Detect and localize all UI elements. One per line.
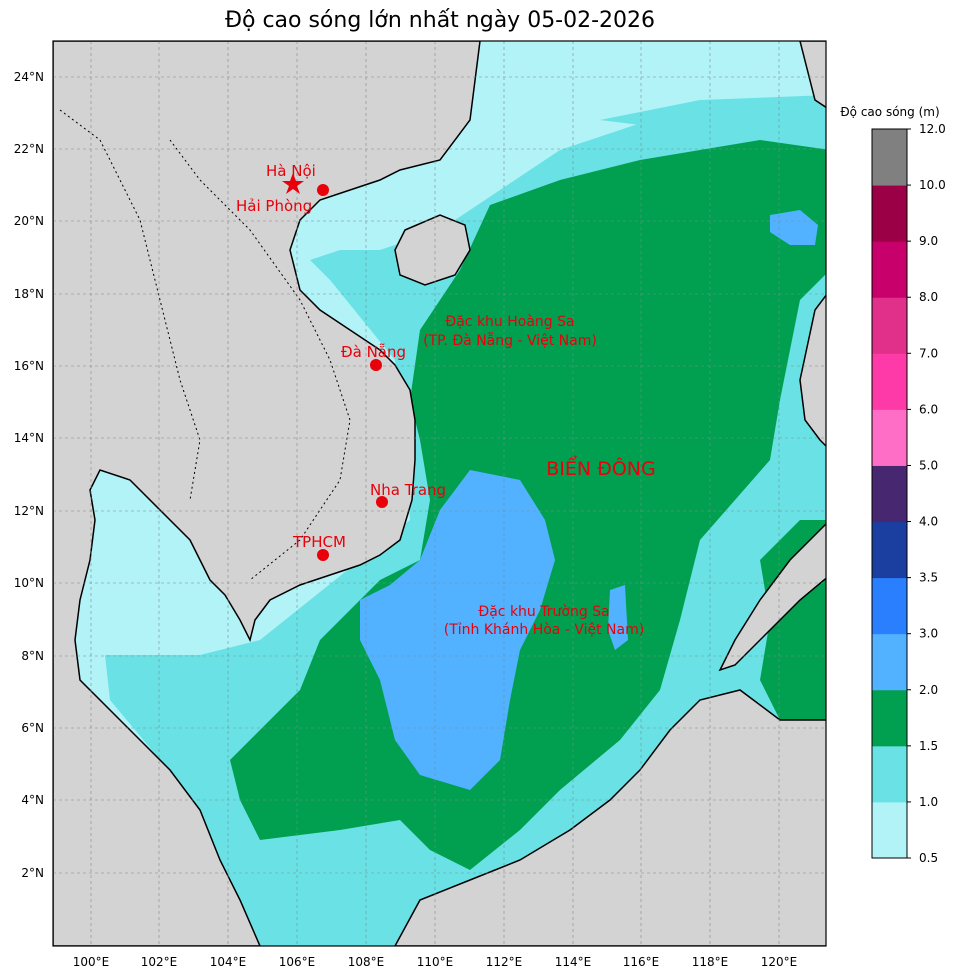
hoang-sa-label: Đặc khu Hoàng Sa	[445, 314, 574, 330]
colorbar-tick-label: 3.0	[919, 627, 938, 641]
colorbar-tick-label: 6.0	[919, 402, 938, 416]
land-masses	[53, 41, 826, 946]
colorbar-tick-label: 3.5	[919, 571, 938, 585]
colorbar-tick-label: 5.0	[919, 458, 938, 472]
city-label-danang: Đà Nẵng	[341, 343, 406, 361]
lat-label: 18°N	[14, 287, 44, 301]
lat-label: 14°N	[14, 431, 44, 445]
lon-label: 118°E	[692, 955, 729, 969]
lat-label: 12°N	[14, 504, 44, 518]
city-dot	[317, 184, 329, 196]
wave-zone-2-2.5-east	[608, 585, 628, 650]
land-borneo	[394, 689, 826, 946]
hoang-sa-sublabel: (TP. Đà Nẵng - Việt Nam)	[423, 332, 597, 349]
colorbar-segment	[872, 297, 907, 354]
colorbar-tick-label: 1.5	[919, 739, 938, 753]
lat-label: 6°N	[21, 721, 44, 735]
colorbar-segment	[872, 745, 907, 803]
city-dot	[370, 359, 382, 371]
colorbar-tick-label: 12.0	[919, 122, 946, 136]
lat-label: 4°N	[21, 793, 44, 807]
colorbar-tick-label: 2.0	[919, 683, 938, 697]
colorbar-segment	[872, 633, 907, 691]
star-icon	[282, 173, 304, 194]
colorbar-segment	[872, 185, 907, 242]
colorbar-segment	[872, 353, 907, 410]
city-label-tphcm: TPHCM	[292, 533, 346, 551]
wave-zone-1-1.5-north	[600, 95, 826, 140]
lat-label: 20°N	[14, 214, 44, 228]
city-markers	[282, 173, 388, 561]
colorbar-frame	[871, 128, 908, 859]
lon-label: 102°E	[141, 955, 178, 969]
colorbar-title: Độ cao sóng (m)	[840, 105, 939, 119]
wave-zone-2-2.5-small	[770, 210, 818, 245]
colorbar-tick-label: 8.0	[919, 290, 938, 304]
colorbar-segment	[872, 129, 907, 186]
graticule	[53, 41, 826, 946]
map-title: Độ cao sóng lớn nhất ngày 05-02-2026	[224, 8, 656, 33]
land-luzon	[799, 294, 826, 448]
lon-label: 110°E	[417, 955, 454, 969]
truong-sa-sublabel: (Tỉnh Khánh Hòa - Việt Nam)	[444, 622, 644, 638]
lat-label: 8°N	[21, 649, 44, 663]
colorbar-segment	[872, 409, 907, 466]
colorbar-tick-label: 1.0	[919, 795, 938, 809]
lon-label: 116°E	[623, 955, 660, 969]
land-palawan	[718, 522, 826, 672]
land-taiwan	[799, 41, 826, 109]
lon-label: 106°E	[279, 955, 316, 969]
colorbar-segment	[872, 577, 907, 635]
colorbar: Độ cao sóng (m) 0.5 1.0 1.5 2.0 3.0 3.5 4.0 5.0…	[840, 105, 945, 865]
wave-zone-2-2.5	[360, 470, 555, 790]
lon-axis: 100°E 102°E 104°E 106°E 108°E 110°E 112°…	[73, 955, 798, 969]
lon-label: 108°E	[348, 955, 385, 969]
lat-label: 10°N	[14, 576, 44, 590]
colorbar-segment	[872, 801, 907, 859]
lon-label: 114°E	[555, 955, 592, 969]
colorbar-tick-label: 7.0	[919, 346, 938, 360]
lat-label: 24°N	[14, 70, 44, 84]
colorbar-tick-label: 4.0	[919, 515, 938, 529]
colorbar-tick-label: 9.0	[919, 234, 938, 248]
lon-label: 100°E	[73, 955, 110, 969]
land-indochina	[53, 41, 481, 946]
lat-label: 16°N	[14, 359, 44, 373]
lat-label: 22°N	[14, 142, 44, 156]
lat-axis: 24°N 22°N 20°N 18°N 16°N 14°N 12°N 10°N …	[14, 70, 44, 880]
lon-label: 120°E	[761, 955, 798, 969]
colorbar-tick-label: 10.0	[919, 178, 946, 192]
lon-label: 112°E	[486, 955, 523, 969]
colorbar-segment	[872, 689, 907, 747]
land-hainan	[394, 214, 471, 286]
city-label-hanoi: Hà Nội	[266, 162, 316, 180]
colorbar-tick-label: 0.5	[919, 851, 938, 865]
city-dot	[317, 549, 329, 561]
map-frame	[52, 40, 827, 947]
colorbar-segment	[872, 521, 907, 579]
wave-field	[105, 95, 826, 946]
truong-sa-label: Đặc khu Trường Sa	[478, 604, 609, 620]
colorbar-segment	[872, 241, 907, 298]
sea-label: BIỂN ĐÔNG	[546, 454, 656, 480]
colorbar-segment	[872, 465, 907, 523]
city-dot	[376, 496, 388, 508]
country-borders	[59, 109, 351, 581]
lon-label: 104°E	[210, 955, 247, 969]
city-label-nhatrang: Nha Trang	[370, 481, 446, 499]
city-label-haiphong: Hải Phòng	[236, 197, 312, 215]
lat-label: 2°N	[21, 866, 44, 880]
